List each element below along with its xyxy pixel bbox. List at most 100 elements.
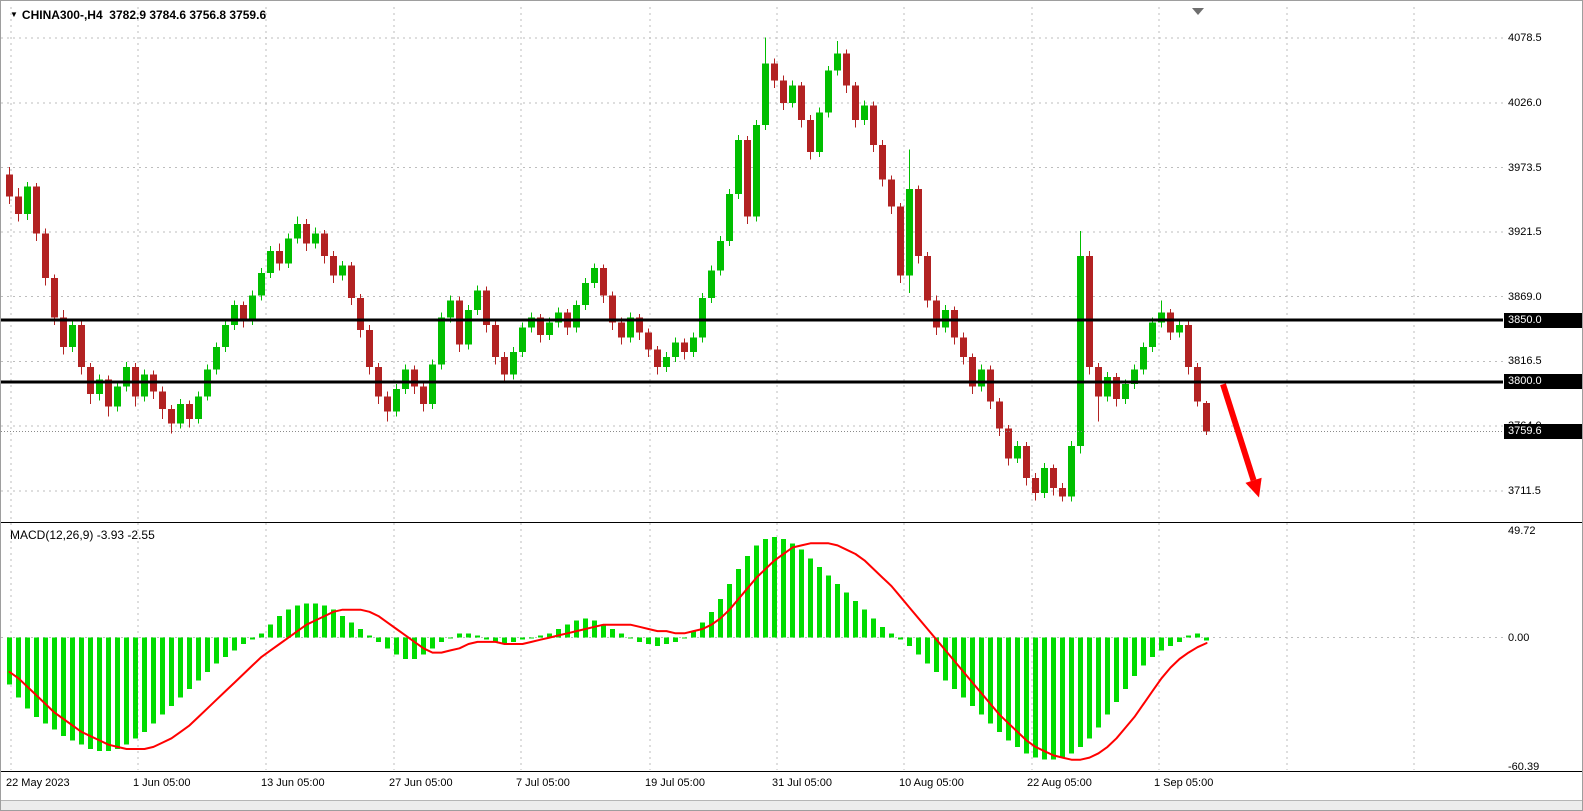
macd-histogram-bar (691, 631, 696, 638)
macd-tick-label: 0.00 (1508, 632, 1530, 644)
candle-up (672, 342, 679, 358)
macd-histogram-bar (619, 633, 624, 638)
macd-histogram-bar (70, 637, 75, 741)
macd-histogram-bar (7, 637, 12, 685)
horizontal-level-line (1, 318, 1503, 322)
trend-arrow-head[interactable] (1245, 477, 1262, 498)
macd-histogram-bar (331, 609, 336, 638)
candle-up (231, 305, 238, 325)
candle-down (951, 310, 958, 338)
macd-histogram-bar (106, 637, 111, 752)
macd-histogram-bar (790, 543, 795, 638)
candle-up (69, 324, 76, 348)
candle-up (258, 273, 265, 296)
macd-histogram-bar (934, 637, 939, 672)
macd-histogram-bar (565, 624, 570, 638)
candle-up (195, 396, 202, 419)
candle-up (555, 312, 562, 323)
macd-histogram-bar (133, 637, 138, 739)
candle-down (240, 305, 247, 321)
candle-up (123, 366, 130, 387)
candle-down (780, 80, 787, 103)
candle-down (420, 386, 427, 404)
macd-histogram-bar (1204, 637, 1209, 641)
macd-histogram-bar (925, 637, 930, 664)
trend-arrow-line[interactable] (1220, 383, 1257, 482)
candle-up (591, 268, 598, 284)
macd-histogram-bar (574, 620, 579, 638)
candle-down (168, 408, 175, 424)
macd-histogram-bar (781, 538, 786, 638)
macd-histogram-bar (610, 628, 615, 638)
macd-histogram-bar (799, 549, 804, 638)
time-axis-label: 13 Jun 05:00 (261, 777, 325, 789)
macd-histogram-bar (1069, 637, 1074, 754)
macd-histogram-bar (844, 592, 849, 638)
macd-histogram-bar (43, 637, 48, 724)
candle-down (1185, 324, 1192, 367)
candle-up (690, 337, 697, 353)
price-tick-label: 3973.5 (1508, 162, 1542, 174)
candle-up (312, 233, 319, 244)
macd-histogram-bar (1096, 637, 1101, 728)
candle-down (1005, 428, 1012, 459)
macd-histogram-bar (1006, 637, 1011, 741)
price-tick-label: 4078.5 (1508, 32, 1542, 44)
macd-histogram-bar (349, 622, 354, 638)
ohlc-values: 3782.9 3784.6 3756.8 3759.6 (109, 8, 267, 22)
candle-up (1014, 445, 1021, 459)
candle-down (843, 53, 850, 86)
time-axis-label: 1 Jun 05:00 (133, 777, 191, 789)
macd-histogram-bar (367, 635, 372, 638)
candle-up (267, 250, 274, 274)
bottom-scrollbar-area[interactable] (1, 800, 1582, 810)
macd-histogram-bar (232, 637, 237, 651)
macd-histogram-bar (277, 616, 282, 638)
macd-histogram-bar (835, 583, 840, 638)
candle-up (753, 125, 760, 217)
candle-down (1194, 366, 1201, 402)
macd-histogram-bar (502, 637, 507, 644)
candle-up (861, 105, 868, 121)
macd-histogram-bar (1114, 637, 1119, 702)
candle-up (294, 223, 301, 239)
price-tick-label: 3921.5 (1508, 226, 1542, 238)
macd-histogram-bar (178, 637, 183, 698)
time-axis-label: 1 Sep 05:00 (1154, 777, 1214, 789)
macd-histogram-bar (871, 618, 876, 638)
macd-histogram-bar (412, 637, 417, 659)
candle-up (825, 70, 832, 113)
candle-down (276, 250, 283, 264)
candle-down (366, 329, 373, 367)
macd-histogram-bar (484, 637, 489, 640)
macd-histogram-bar (169, 637, 174, 707)
chart-shift-marker-icon[interactable] (1192, 8, 1204, 15)
macd-histogram-bar (358, 628, 363, 638)
candle-down (483, 290, 490, 325)
macd-histogram-bar (952, 637, 957, 690)
candle-up (528, 317, 535, 328)
candle-down (384, 396, 391, 412)
macd-histogram-bar (340, 616, 345, 638)
candle-up (546, 322, 553, 335)
candle-up (762, 63, 769, 126)
candle-down (1167, 312, 1174, 333)
macd-histogram-bar (529, 637, 534, 639)
candle-up (735, 139, 742, 195)
macd-histogram-bar (88, 637, 93, 750)
candle-down (492, 324, 499, 358)
candle-down (960, 337, 967, 358)
macd-histogram-bar (646, 637, 651, 644)
symbol-dropdown-icon[interactable]: ▼ (10, 10, 18, 19)
macd-histogram-bar (1141, 637, 1146, 666)
time-axis-label: 22 Aug 05:00 (1027, 777, 1092, 789)
candle-up (789, 85, 796, 103)
candle-down (159, 391, 166, 409)
candle-up (510, 352, 517, 375)
candle-up (96, 379, 103, 395)
candle-up (474, 290, 481, 311)
time-axis-label: 19 Jul 05:00 (645, 777, 705, 789)
candle-down (51, 278, 58, 318)
